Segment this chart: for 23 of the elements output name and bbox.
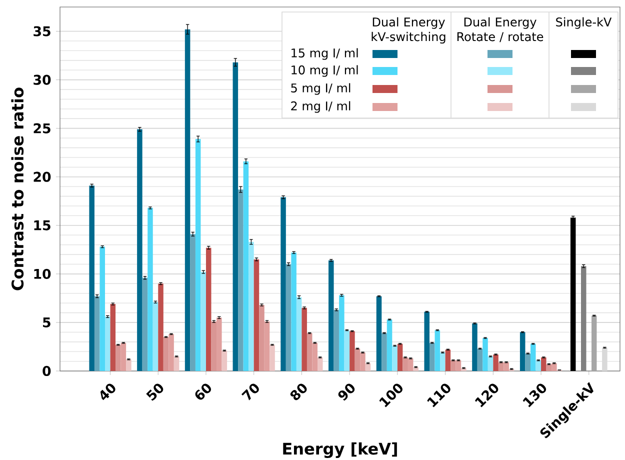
y-tick-label: 20 bbox=[34, 172, 51, 182]
legend-label: 5 mg I/ ml bbox=[291, 83, 350, 95]
x-axis-title: Energy [keV] bbox=[283, 442, 397, 458]
legend-label: 2 mg I/ ml bbox=[291, 101, 350, 113]
x-tick-label: 80 bbox=[290, 384, 307, 400]
y-tick-label: 30 bbox=[34, 74, 51, 85]
annotation: Dual Energy kV-switching bbox=[372, 17, 446, 44]
annotation: Dual Energy Rotate / rotate bbox=[457, 17, 544, 42]
x-tick-label: 70 bbox=[241, 384, 259, 400]
x-tick-label: 50 bbox=[146, 384, 164, 401]
y-tick-label: 10 bbox=[34, 268, 51, 279]
legend-label: 10 mg I/ ml bbox=[292, 65, 358, 77]
y-tick-label: 25 bbox=[34, 123, 50, 134]
y-tick-label: 35 bbox=[34, 26, 50, 36]
y-tick-label: 15 bbox=[34, 220, 50, 230]
x-tick-label: 40 bbox=[100, 384, 116, 400]
annotation: Single-kV bbox=[556, 17, 612, 29]
legend-label: 15 mg I/ ml bbox=[292, 48, 358, 60]
y-tick-label: 0 bbox=[42, 366, 51, 376]
y-axis-title: Contrast to noise ratio bbox=[11, 88, 24, 290]
x-tick-label: 90 bbox=[338, 384, 355, 401]
x-tick-label: 60 bbox=[195, 384, 212, 400]
y-tick-label: 5 bbox=[43, 317, 50, 328]
